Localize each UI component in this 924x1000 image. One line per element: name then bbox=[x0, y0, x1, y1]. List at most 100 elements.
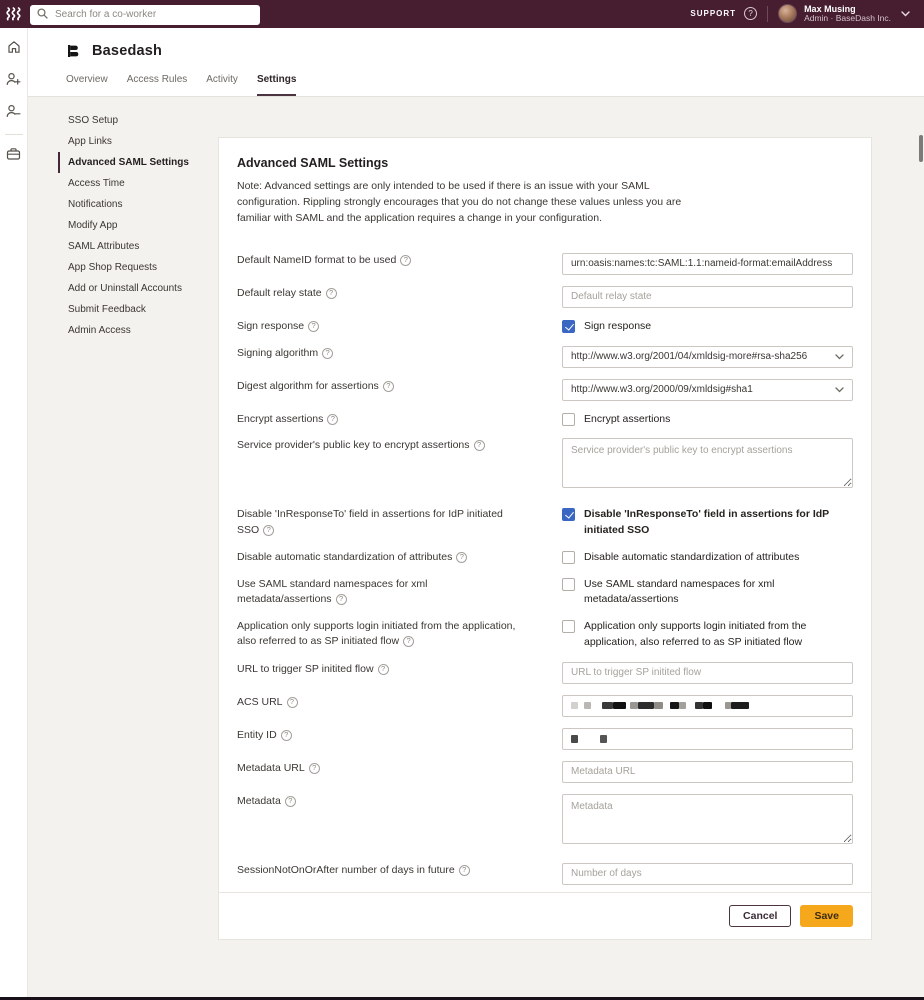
topbar-right: SUPPORT ? Max Musing Admin · BaseDash In… bbox=[690, 4, 924, 24]
help-icon[interactable]: ? bbox=[284, 795, 296, 807]
checkbox-label: Disable 'InResponseTo' field in assertio… bbox=[584, 508, 829, 537]
field-row-disable-standardization: Disable automatic standardization of att… bbox=[237, 550, 853, 566]
bottom-window-edge bbox=[0, 997, 924, 1000]
sidenav-item-saml-attributes[interactable]: SAML Attributes bbox=[68, 241, 140, 252]
field-label: Metadata bbox=[237, 794, 281, 807]
sidenav-item-notifications[interactable]: Notifications bbox=[68, 199, 123, 210]
tab-access-rules[interactable]: Access Rules bbox=[126, 74, 188, 85]
tab-overview[interactable]: Overview bbox=[66, 74, 108, 85]
search-input[interactable] bbox=[30, 4, 260, 25]
basedash-logo-icon bbox=[66, 44, 80, 58]
sidenav-item-modify-app[interactable]: Modify App bbox=[68, 220, 118, 231]
sidenav-item-advanced-saml-settings[interactable]: Advanced SAML Settings bbox=[58, 152, 218, 173]
help-icon[interactable]: ? bbox=[308, 320, 320, 332]
field-row-metadata-url: Metadata URL? bbox=[237, 760, 853, 783]
add-user-icon[interactable] bbox=[0, 66, 28, 92]
field-label: Digest algorithm for assertions bbox=[237, 379, 379, 392]
chevron-down-icon bbox=[835, 386, 844, 393]
sidenav-item-add-or-uninstall-accounts[interactable]: Add or Uninstall Accounts bbox=[68, 283, 182, 294]
field-label: Service provider's public key to encrypt… bbox=[237, 439, 470, 452]
help-icon[interactable]: ? bbox=[335, 593, 347, 605]
entity-id-input[interactable] bbox=[562, 727, 853, 750]
tab-activity[interactable]: Activity bbox=[206, 74, 238, 85]
help-icon[interactable]: ? bbox=[377, 663, 389, 675]
saml-namespaces-checkbox[interactable] bbox=[562, 577, 575, 591]
field-label: SessionNotOnOrAfter number of days in fu… bbox=[237, 863, 455, 876]
help-icon[interactable]: ? bbox=[382, 380, 394, 392]
sp-public-key-textarea[interactable] bbox=[562, 438, 853, 489]
field-row-sp-public-key: Service provider's public key to encrypt… bbox=[237, 438, 853, 493]
topbar: SUPPORT ? Max Musing Admin · BaseDash In… bbox=[0, 0, 924, 28]
sign-response-checkbox[interactable] bbox=[562, 319, 575, 333]
sidenav-item-access-time[interactable]: Access Time bbox=[68, 178, 125, 189]
sidenav-item-submit-feedback[interactable]: Submit Feedback bbox=[68, 304, 146, 315]
sp-flow-url-input[interactable] bbox=[562, 661, 853, 684]
help-icon[interactable]: ? bbox=[473, 440, 485, 452]
rippling-logo-icon[interactable] bbox=[0, 0, 28, 28]
remove-user-icon[interactable] bbox=[0, 98, 28, 124]
field-row-digest-algorithm: Digest algorithm for assertions? http://… bbox=[237, 378, 853, 401]
sidenav-item-admin-access[interactable]: Admin Access bbox=[68, 325, 131, 336]
sidenav-item-sso-setup[interactable]: SSO Setup bbox=[68, 115, 119, 126]
briefcase-icon[interactable] bbox=[0, 141, 28, 167]
help-icon[interactable]: ? bbox=[286, 696, 298, 708]
field-row-sp-initiated-only: Application only supports login initiate… bbox=[237, 619, 853, 651]
checkbox-label: Application only supports login initiate… bbox=[584, 620, 807, 648]
field-row-signing-algorithm: Signing algorithm? http://www.w3.org/200… bbox=[237, 345, 853, 368]
field-label: Use SAML standard namespaces for xml met… bbox=[237, 577, 428, 605]
chevron-down-icon[interactable] bbox=[901, 11, 910, 17]
field-label: Disable 'InResponseTo' field in assertio… bbox=[237, 508, 503, 536]
save-button[interactable]: Save bbox=[800, 905, 853, 927]
default-relay-state-input[interactable] bbox=[562, 285, 853, 308]
checkbox-label: Sign response bbox=[584, 319, 652, 332]
user-avatar[interactable] bbox=[778, 4, 798, 24]
icon-rail bbox=[0, 28, 28, 997]
field-label: Sign response bbox=[237, 319, 305, 332]
help-icon[interactable]: ? bbox=[456, 551, 468, 563]
field-row-sign-response: Sign response? Sign response bbox=[237, 319, 853, 335]
field-row-acs-url: ACS URL? bbox=[237, 694, 853, 717]
field-label: Signing algorithm bbox=[237, 346, 319, 359]
disable-inresponseto-checkbox[interactable] bbox=[562, 508, 575, 522]
digest-algorithm-select[interactable]: http://www.w3.org/2000/09/xmldsig#sha1 bbox=[562, 378, 853, 401]
field-label: ACS URL bbox=[237, 695, 283, 708]
home-icon[interactable] bbox=[0, 34, 28, 60]
help-icon[interactable]: ? bbox=[263, 524, 275, 536]
default-nameid-format-input[interactable] bbox=[562, 252, 853, 275]
sp-initiated-only-checkbox[interactable] bbox=[562, 620, 575, 634]
help-icon[interactable]: ? bbox=[280, 729, 292, 741]
disable-standardization-checkbox[interactable] bbox=[562, 550, 575, 564]
session-days-input[interactable] bbox=[562, 862, 853, 885]
encrypt-assertions-checkbox[interactable] bbox=[562, 412, 575, 426]
chevron-down-icon bbox=[835, 353, 844, 360]
sidenav-item-app-shop-requests[interactable]: App Shop Requests bbox=[68, 262, 157, 273]
user-menu[interactable]: Max Musing Admin · BaseDash Inc. bbox=[804, 4, 891, 24]
help-icon[interactable]: ? bbox=[308, 762, 320, 774]
field-row-sp-flow-url: URL to trigger SP initited flow? bbox=[237, 661, 853, 684]
metadata-textarea[interactable] bbox=[562, 793, 853, 844]
help-icon[interactable]: ? bbox=[403, 636, 415, 648]
help-icon[interactable]: ? bbox=[322, 347, 334, 359]
content-area: SSO Setup App Links Advanced SAML Settin… bbox=[28, 97, 924, 997]
sidenav-item-app-links[interactable]: App Links bbox=[68, 136, 112, 147]
help-icon[interactable]: ? bbox=[400, 254, 412, 266]
help-icon[interactable]: ? bbox=[458, 864, 470, 876]
support-link[interactable]: SUPPORT bbox=[690, 9, 737, 19]
cancel-button[interactable]: Cancel bbox=[729, 905, 792, 927]
metadata-url-input[interactable] bbox=[562, 760, 853, 783]
advanced-saml-settings-card: Advanced SAML Settings Note: Advanced se… bbox=[218, 137, 872, 940]
checkbox-label: Use SAML standard namespaces for xml met… bbox=[584, 577, 775, 606]
help-icon[interactable]: ? bbox=[325, 287, 337, 299]
page-title: Basedash bbox=[92, 43, 163, 59]
field-row-metadata: Metadata? bbox=[237, 793, 853, 849]
vertical-scrollbar[interactable] bbox=[919, 135, 923, 162]
signing-algorithm-select[interactable]: http://www.w3.org/2001/04/xmldsig-more#r… bbox=[562, 345, 853, 368]
acs-url-input[interactable] bbox=[562, 694, 853, 717]
card-footer: Cancel Save bbox=[219, 892, 871, 939]
help-icon[interactable]: ? bbox=[327, 413, 339, 425]
tab-settings[interactable]: Settings bbox=[256, 74, 297, 96]
field-label: Encrypt assertions bbox=[237, 412, 324, 425]
checkbox-label: Encrypt assertions bbox=[584, 412, 671, 425]
card-note: Note: Advanced settings are only intende… bbox=[237, 180, 682, 224]
help-question-icon[interactable]: ? bbox=[744, 7, 758, 21]
